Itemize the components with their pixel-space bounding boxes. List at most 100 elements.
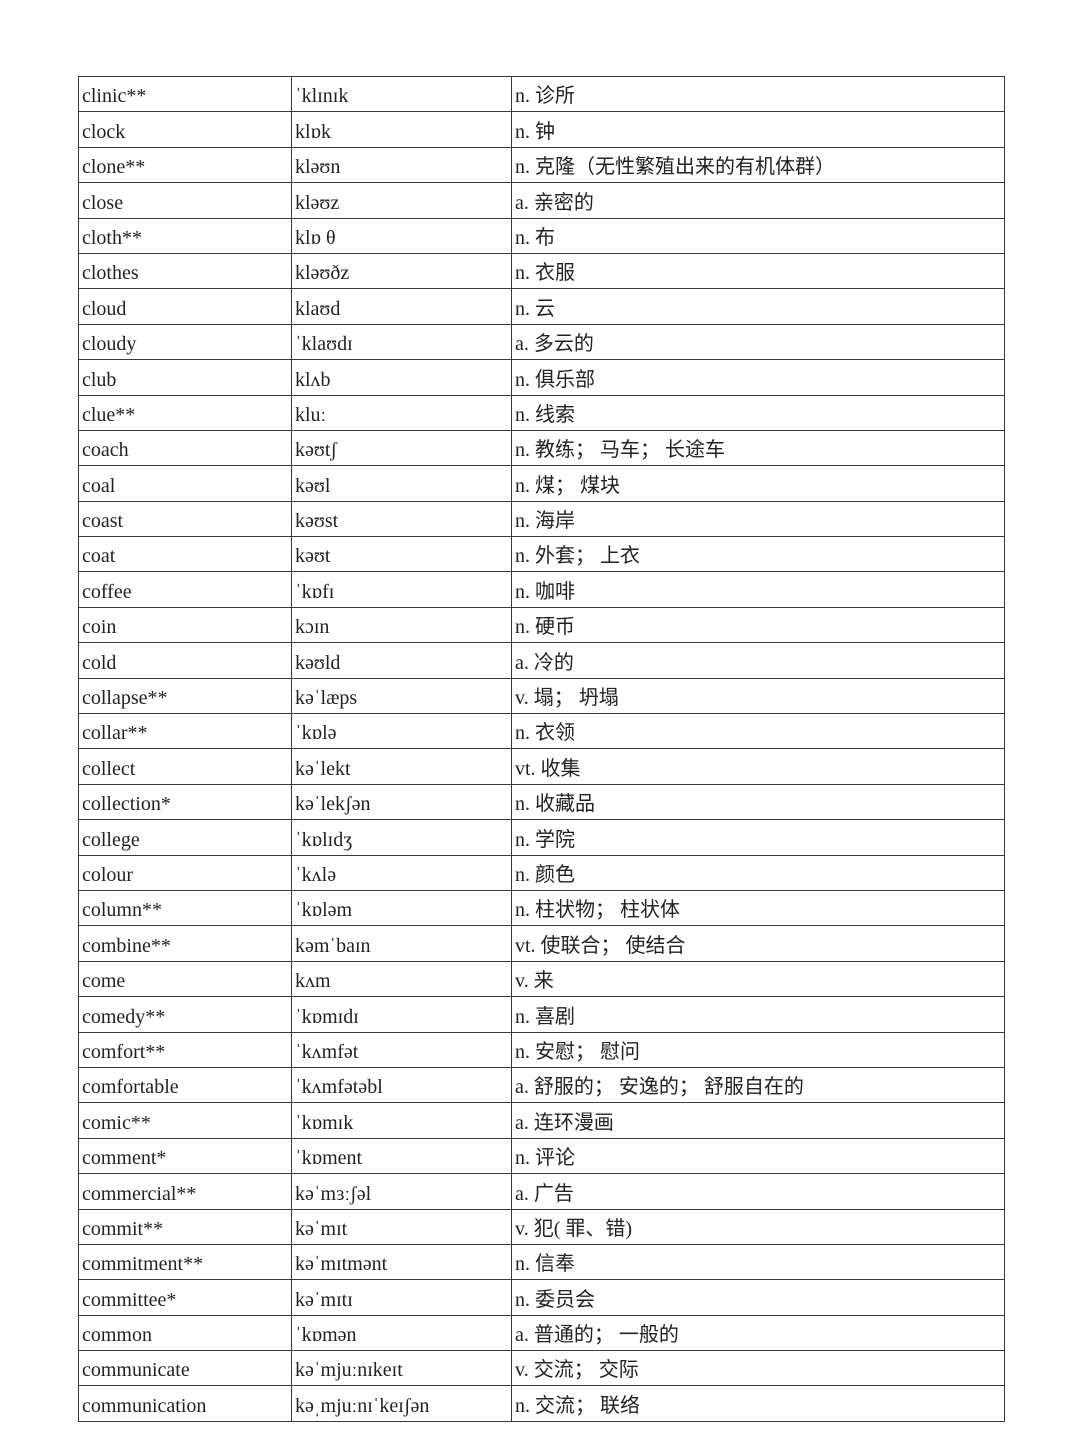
table-row: column** ˈkɒləm n. 柱状物； 柱状体: [78, 889, 1005, 927]
table-row: collect kəˈlekt vt. 收集: [78, 748, 1005, 785]
phonetic-cell: kəˌmjuːnɪˈkeɪʃən: [291, 1385, 512, 1422]
word-cell: collapse**: [78, 677, 292, 715]
table-row: coin kɔɪn n. 硬币: [78, 606, 1005, 644]
definition-cell: n. 俱乐部: [511, 359, 1005, 396]
phonetic-cell: kəˈlekt: [291, 748, 512, 785]
word-cell: clone**: [78, 146, 292, 184]
word-cell: comfort**: [78, 1031, 292, 1068]
word-cell: coach: [78, 429, 292, 467]
word-cell: club: [78, 359, 292, 396]
table-row: close kləʊz a. 亲密的: [78, 182, 1005, 219]
definition-cell: a. 广告: [511, 1173, 1005, 1210]
table-row: cloud klaʊd n. 云: [78, 288, 1005, 325]
word-cell: come: [78, 960, 292, 998]
word-cell: cloth**: [78, 217, 292, 254]
word-cell: cold: [78, 642, 292, 679]
phonetic-cell: kləʊz: [291, 182, 512, 219]
table-row: colour ˈkʌlə n. 颜色: [78, 854, 1005, 891]
word-cell: communicate: [78, 1350, 292, 1387]
word-cell: coat: [78, 536, 292, 573]
table-row: communicate kəˈmjuːnɪkeɪt v. 交流； 交际: [78, 1350, 1005, 1387]
definition-cell: vt. 使联合； 使结合: [511, 925, 1005, 962]
phonetic-cell: kəˈlæps: [291, 677, 512, 715]
word-cell: column**: [78, 889, 292, 927]
word-cell: coal: [78, 465, 292, 502]
word-cell: coin: [78, 606, 292, 644]
table-row: commitment** kəˈmɪtmənt n. 信奉: [78, 1243, 1005, 1281]
word-cell: college: [78, 819, 292, 856]
word-cell: clothes: [78, 252, 292, 290]
definition-cell: n. 收藏品: [511, 783, 1005, 821]
table-row: clone** kləʊn n. 克隆（无性繁殖出来的有机体群）: [78, 146, 1005, 184]
phonetic-cell: ˈkɒment: [291, 1137, 512, 1175]
definition-cell: n. 硬币: [511, 606, 1005, 644]
table-row: commit** kəˈmɪt v. 犯( 罪、错): [78, 1208, 1005, 1245]
definition-cell: n. 教练； 马车； 长途车: [511, 429, 1005, 467]
definition-cell: v. 来: [511, 960, 1005, 998]
phonetic-cell: kəˈmɪtɪ: [291, 1279, 512, 1316]
word-cell: comfortable: [78, 1066, 292, 1104]
phonetic-cell: kləʊn: [291, 146, 512, 184]
definition-cell: n. 布: [511, 217, 1005, 254]
table-row: combine** kəmˈbaɪn vt. 使联合； 使结合: [78, 925, 1005, 962]
table-row: coal kəʊl n. 煤； 煤块: [78, 465, 1005, 502]
phonetic-cell: kəʊld: [291, 642, 512, 679]
table-row: coach kəʊtʃ n. 教练； 马车； 长途车: [78, 429, 1005, 467]
word-cell: colour: [78, 854, 292, 891]
definition-cell: n. 评论: [511, 1137, 1005, 1175]
word-cell: comedy**: [78, 996, 292, 1033]
table-row: coffee ˈkɒfɪ n. 咖啡: [78, 571, 1005, 608]
definition-cell: n. 衣服: [511, 252, 1005, 290]
phonetic-cell: ˈkɒmɪdɪ: [291, 996, 512, 1033]
word-cell: communication: [78, 1385, 292, 1422]
word-cell: commitment**: [78, 1243, 292, 1281]
word-cell: close: [78, 182, 292, 219]
table-row: coast kəʊst n. 海岸: [78, 500, 1005, 538]
definition-cell: n. 云: [511, 288, 1005, 325]
word-cell: common: [78, 1314, 292, 1352]
definition-cell: n. 诊所: [511, 75, 1005, 113]
phonetic-cell: kəˈmjuːnɪkeɪt: [291, 1350, 512, 1387]
phonetic-cell: kluː: [291, 394, 512, 431]
definition-cell: a. 多云的: [511, 323, 1005, 361]
word-cell: clock: [78, 111, 292, 148]
phonetic-cell: ˈkɒlɪdʒ: [291, 819, 512, 856]
word-cell: clue**: [78, 394, 292, 431]
table-row: coat kəʊt n. 外套； 上衣: [78, 536, 1005, 573]
word-cell: commercial**: [78, 1173, 292, 1210]
word-cell: comic**: [78, 1102, 292, 1139]
phonetic-cell: ˈkɒlə: [291, 713, 512, 750]
word-cell: collar**: [78, 713, 292, 750]
word-cell: combine**: [78, 925, 292, 962]
phonetic-cell: ˈklaʊdɪ: [291, 323, 512, 361]
word-cell: committee*: [78, 1279, 292, 1316]
word-cell: clinic**: [78, 75, 292, 113]
table-row: cold kəʊld a. 冷的: [78, 642, 1005, 679]
definition-cell: n. 钟: [511, 111, 1005, 148]
phonetic-cell: kəʊtʃ: [291, 429, 512, 467]
table-row: come kʌm v. 来: [78, 960, 1005, 998]
table-row: comment* ˈkɒment n. 评论: [78, 1137, 1005, 1175]
word-cell: collection*: [78, 783, 292, 821]
table-row: cloudy ˈklaʊdɪ a. 多云的: [78, 323, 1005, 361]
definition-cell: n. 信奉: [511, 1243, 1005, 1281]
definition-cell: n. 咖啡: [511, 571, 1005, 608]
phonetic-cell: ˈklɪnɪk: [291, 75, 512, 113]
definition-cell: n. 学院: [511, 819, 1005, 856]
definition-cell: v. 犯( 罪、错): [511, 1208, 1005, 1245]
definition-cell: n. 外套； 上衣: [511, 536, 1005, 573]
vocabulary-table-body: clinic** ˈklɪnɪk n. 诊所 clock klɒk n. 钟 clone**…: [78, 75, 1005, 1422]
word-cell: comment*: [78, 1137, 292, 1175]
definition-cell: n. 柱状物； 柱状体: [511, 889, 1005, 927]
phonetic-cell: ˈkʌmfət: [291, 1031, 512, 1068]
phonetic-cell: ˈkɒmən: [291, 1314, 512, 1352]
table-row: committee* kəˈmɪtɪ n. 委员会: [78, 1279, 1005, 1316]
table-row: clue** kluː n. 线索: [78, 394, 1005, 431]
definition-cell: a. 连环漫画: [511, 1102, 1005, 1139]
phonetic-cell: kəˈlekʃən: [291, 783, 512, 821]
definition-cell: a. 亲密的: [511, 182, 1005, 219]
word-cell: commit**: [78, 1208, 292, 1245]
phonetic-cell: ˈkɒfɪ: [291, 571, 512, 608]
definition-cell: n. 煤； 煤块: [511, 465, 1005, 502]
table-row: communication kəˌmjuːnɪˈkeɪʃən n. 交流； 联络: [78, 1385, 1005, 1422]
